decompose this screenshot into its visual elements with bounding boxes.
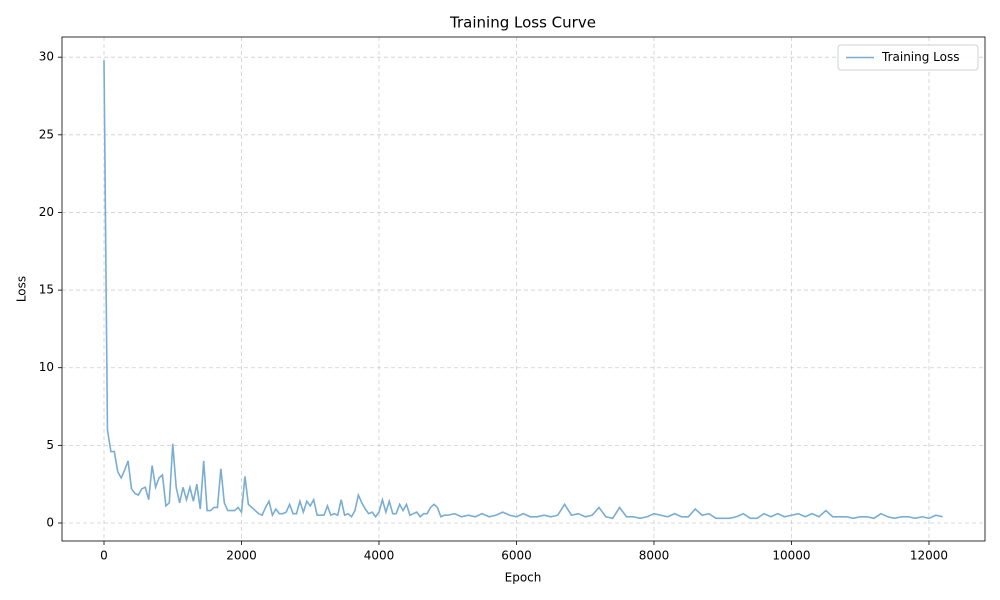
x-tick-label: 8000 <box>639 549 670 563</box>
y-tick-label: 5 <box>46 438 54 452</box>
line <box>103 60 943 520</box>
y-axis-label: Loss <box>15 276 29 302</box>
x-tick-label: 0 <box>100 549 108 563</box>
y-tick-label: 25 <box>39 127 54 141</box>
x-tick-label: 4000 <box>364 549 395 563</box>
x-tick-label: 6000 <box>501 549 532 563</box>
chart-title: Training Loss Curve <box>449 14 596 32</box>
legend-box <box>837 44 979 71</box>
y-tick-label: 30 <box>39 50 54 64</box>
x-tick-label: 10000 <box>772 549 810 563</box>
y-tick-label: 10 <box>39 360 54 374</box>
x-axis-label: Epoch <box>505 571 542 585</box>
plot-frame <box>61 36 986 542</box>
y-tick-label: 15 <box>39 283 54 297</box>
legend-label: Training Loss <box>881 50 959 64</box>
y-tick-label: 0 <box>46 515 54 529</box>
x-tick-label: 12000 <box>910 549 948 563</box>
x-tick-label: 2000 <box>226 549 257 563</box>
y-tick-label: 20 <box>39 205 54 219</box>
